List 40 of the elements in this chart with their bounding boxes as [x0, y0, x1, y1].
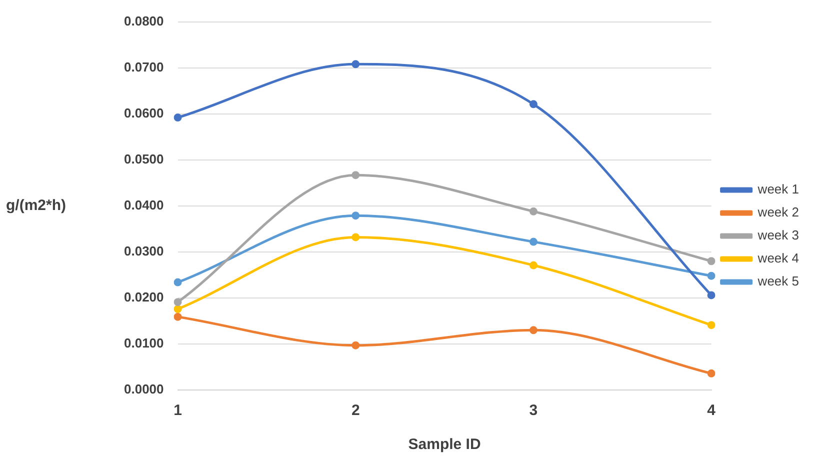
- point: [352, 341, 360, 350]
- y-tick-label: 0.0100: [124, 336, 164, 351]
- point: [529, 100, 538, 108]
- point: [707, 291, 716, 300]
- point: [352, 60, 360, 68]
- x-axis-title: Sample ID: [408, 436, 481, 454]
- x-tick-label: 3: [529, 402, 538, 420]
- legend-label: week 3: [756, 228, 800, 243]
- y-tick-label: 0.0400: [124, 197, 164, 212]
- y-tick-label: 0.0000: [124, 382, 164, 397]
- point: [529, 326, 538, 334]
- point: [352, 171, 360, 180]
- point: [707, 369, 716, 378]
- legend-label: week 5: [756, 274, 800, 289]
- y-tick-label: 0.0500: [124, 151, 164, 166]
- point: [529, 238, 538, 246]
- legend-label: week 4: [756, 250, 800, 266]
- y-tick-label: 0.0700: [124, 59, 164, 74]
- point: [529, 261, 538, 270]
- point: [707, 272, 716, 280]
- point: [529, 207, 538, 216]
- legend-label: week 2: [756, 204, 800, 220]
- x-tick-label: 1: [174, 402, 182, 420]
- y-tick-label: 0.0800: [124, 13, 164, 28]
- point: [174, 298, 182, 306]
- point: [174, 304, 182, 313]
- y-axis-title: g/(m2*h): [6, 197, 66, 214]
- point: [174, 278, 182, 286]
- point: [174, 312, 182, 321]
- y-tick-label: 0.0200: [124, 290, 164, 305]
- y-tick-label: 0.0600: [124, 105, 164, 120]
- point: [352, 212, 360, 220]
- point: [707, 257, 716, 266]
- point: [352, 233, 360, 242]
- point: [174, 114, 182, 122]
- point: [707, 321, 716, 330]
- x-tick-label: 2: [351, 402, 360, 420]
- y-tick-label: 0.0300: [124, 244, 164, 259]
- x-tick-label: 4: [707, 402, 716, 420]
- legend-label: week 1: [756, 182, 800, 197]
